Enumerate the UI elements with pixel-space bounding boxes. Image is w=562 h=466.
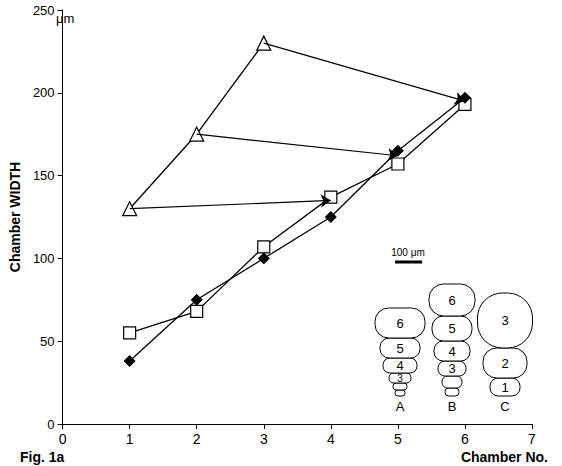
svg-text:3: 3 xyxy=(397,373,403,384)
svg-text:2: 2 xyxy=(193,431,201,447)
svg-text:200: 200 xyxy=(33,85,55,100)
svg-text:5: 5 xyxy=(448,321,455,336)
svg-text:150: 150 xyxy=(33,168,55,183)
svg-text:Fig. 1a: Fig. 1a xyxy=(20,449,65,465)
svg-text:3: 3 xyxy=(448,361,455,376)
svg-text:B: B xyxy=(448,399,457,414)
svg-text:2: 2 xyxy=(501,356,508,371)
svg-text:A: A xyxy=(396,399,405,414)
svg-text:100: 100 xyxy=(33,251,55,266)
svg-text:7: 7 xyxy=(528,431,536,447)
svg-text:6: 6 xyxy=(461,431,469,447)
svg-text:6: 6 xyxy=(396,316,403,331)
svg-text:250: 250 xyxy=(33,3,55,18)
svg-text:6: 6 xyxy=(448,293,455,308)
svg-text:3: 3 xyxy=(501,313,508,328)
svg-text:50: 50 xyxy=(40,334,54,349)
svg-text:0: 0 xyxy=(59,431,67,447)
svg-text:5: 5 xyxy=(394,431,402,447)
svg-text:Chamber WIDTH: Chamber WIDTH xyxy=(7,162,23,272)
svg-text:C: C xyxy=(500,399,509,414)
svg-text:4: 4 xyxy=(448,344,455,359)
svg-text:1: 1 xyxy=(126,431,134,447)
svg-text:4: 4 xyxy=(396,358,403,373)
svg-text:5: 5 xyxy=(396,341,403,356)
svg-text:4: 4 xyxy=(327,431,335,447)
svg-text:1: 1 xyxy=(501,380,508,395)
svg-text:0: 0 xyxy=(47,417,54,432)
svg-text:Chamber No.: Chamber No. xyxy=(461,449,548,465)
svg-text:3: 3 xyxy=(260,431,268,447)
svg-text:μm: μm xyxy=(56,11,74,26)
svg-text:100 μm: 100 μm xyxy=(391,247,425,258)
